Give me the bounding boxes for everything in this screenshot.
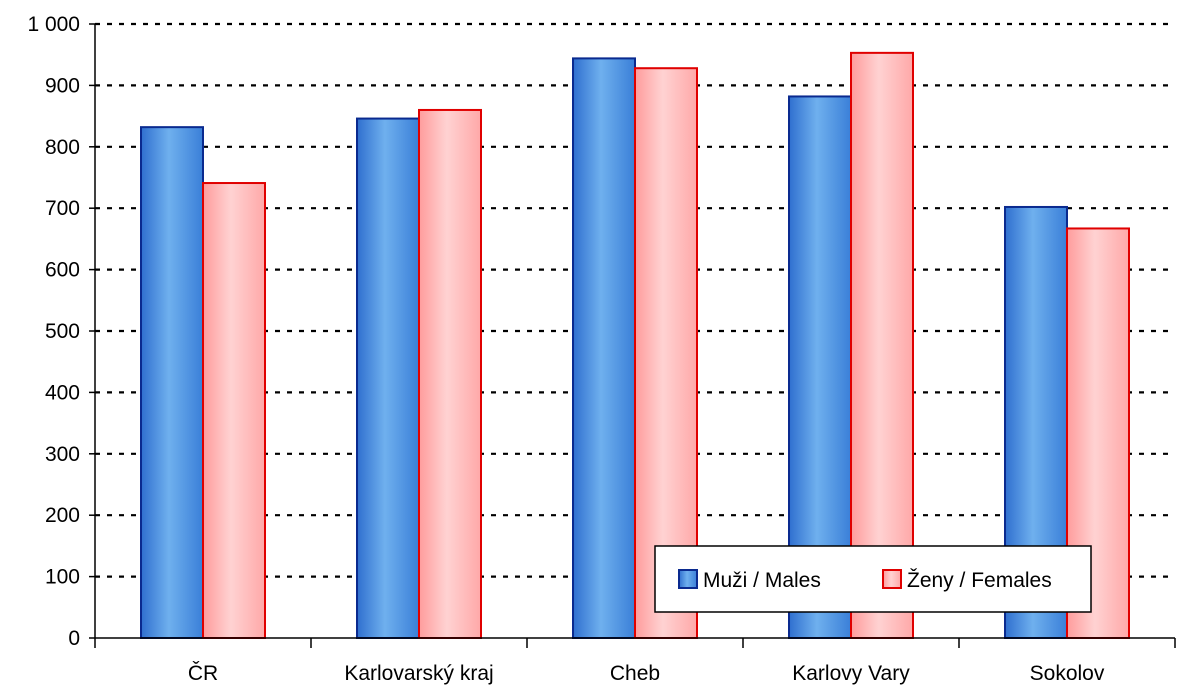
bar-females-cheb bbox=[634, 67, 698, 639]
y-tick-label: 600 bbox=[45, 259, 80, 282]
y-tick-label: 200 bbox=[45, 504, 80, 527]
legend-box bbox=[654, 545, 1092, 613]
y-tick-labels: 0 100 200 300 400 500 600 700 800 900 1 000 bbox=[27, 13, 80, 650]
bar-females-karlovy-vary bbox=[850, 51, 914, 640]
x-tick-label: Sokolov bbox=[1030, 662, 1105, 685]
x-tick-label: Cheb bbox=[610, 662, 660, 685]
bar-females-cr bbox=[202, 182, 266, 639]
y-tick-label: 400 bbox=[45, 381, 80, 404]
x-tick-labels: ČR Karlovarský kraj Cheb Karlovy Vary Sokolo… bbox=[188, 662, 1105, 685]
legend-swatch-males bbox=[678, 569, 698, 589]
legend-label-females: Ženy / Females bbox=[907, 569, 1052, 592]
y-tick-label: 500 bbox=[45, 320, 80, 343]
axes bbox=[89, 23, 1176, 648]
legend-swatch-females bbox=[882, 569, 902, 589]
x-tick-label: Karlovy Vary bbox=[792, 662, 910, 685]
bar-males-cheb bbox=[572, 57, 636, 640]
y-tick-label: 1 000 bbox=[27, 13, 80, 36]
y-tick-label: 0 bbox=[68, 627, 80, 650]
y-tick-label: 700 bbox=[45, 197, 80, 220]
x-tick-label: ČR bbox=[188, 662, 218, 685]
bar-males-cr bbox=[140, 126, 204, 639]
bar-males-karlovarsky-kraj bbox=[356, 117, 420, 639]
y-tick-label: 800 bbox=[45, 136, 80, 159]
y-tick-label: 300 bbox=[45, 443, 80, 466]
y-tick-label: 100 bbox=[45, 566, 80, 589]
x-tick-label: Karlovarský kraj bbox=[344, 662, 493, 685]
bar-females-karlovarsky-kraj bbox=[418, 108, 482, 639]
y-tick-label: 900 bbox=[45, 74, 80, 97]
legend-label-males: Muži / Males bbox=[703, 569, 821, 592]
legend: Muži / Males Ženy / Females bbox=[654, 545, 1092, 613]
